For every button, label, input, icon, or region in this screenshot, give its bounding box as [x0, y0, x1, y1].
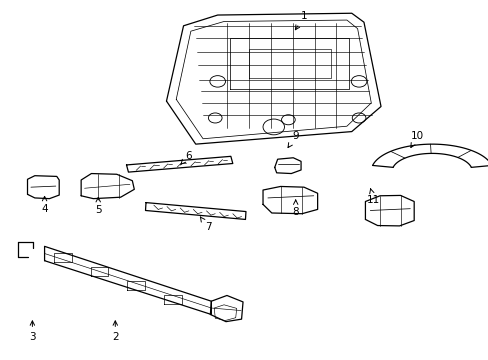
Text: 3: 3 — [29, 321, 36, 342]
Text: 11: 11 — [366, 189, 380, 205]
Text: 4: 4 — [41, 197, 48, 215]
Text: 1: 1 — [295, 11, 307, 30]
Text: 8: 8 — [292, 200, 298, 217]
Text: 2: 2 — [112, 321, 119, 342]
Text: 5: 5 — [95, 198, 102, 216]
Text: 10: 10 — [410, 131, 423, 148]
Text: 9: 9 — [287, 131, 298, 148]
Text: 6: 6 — [180, 150, 191, 165]
Text: 7: 7 — [200, 217, 211, 232]
